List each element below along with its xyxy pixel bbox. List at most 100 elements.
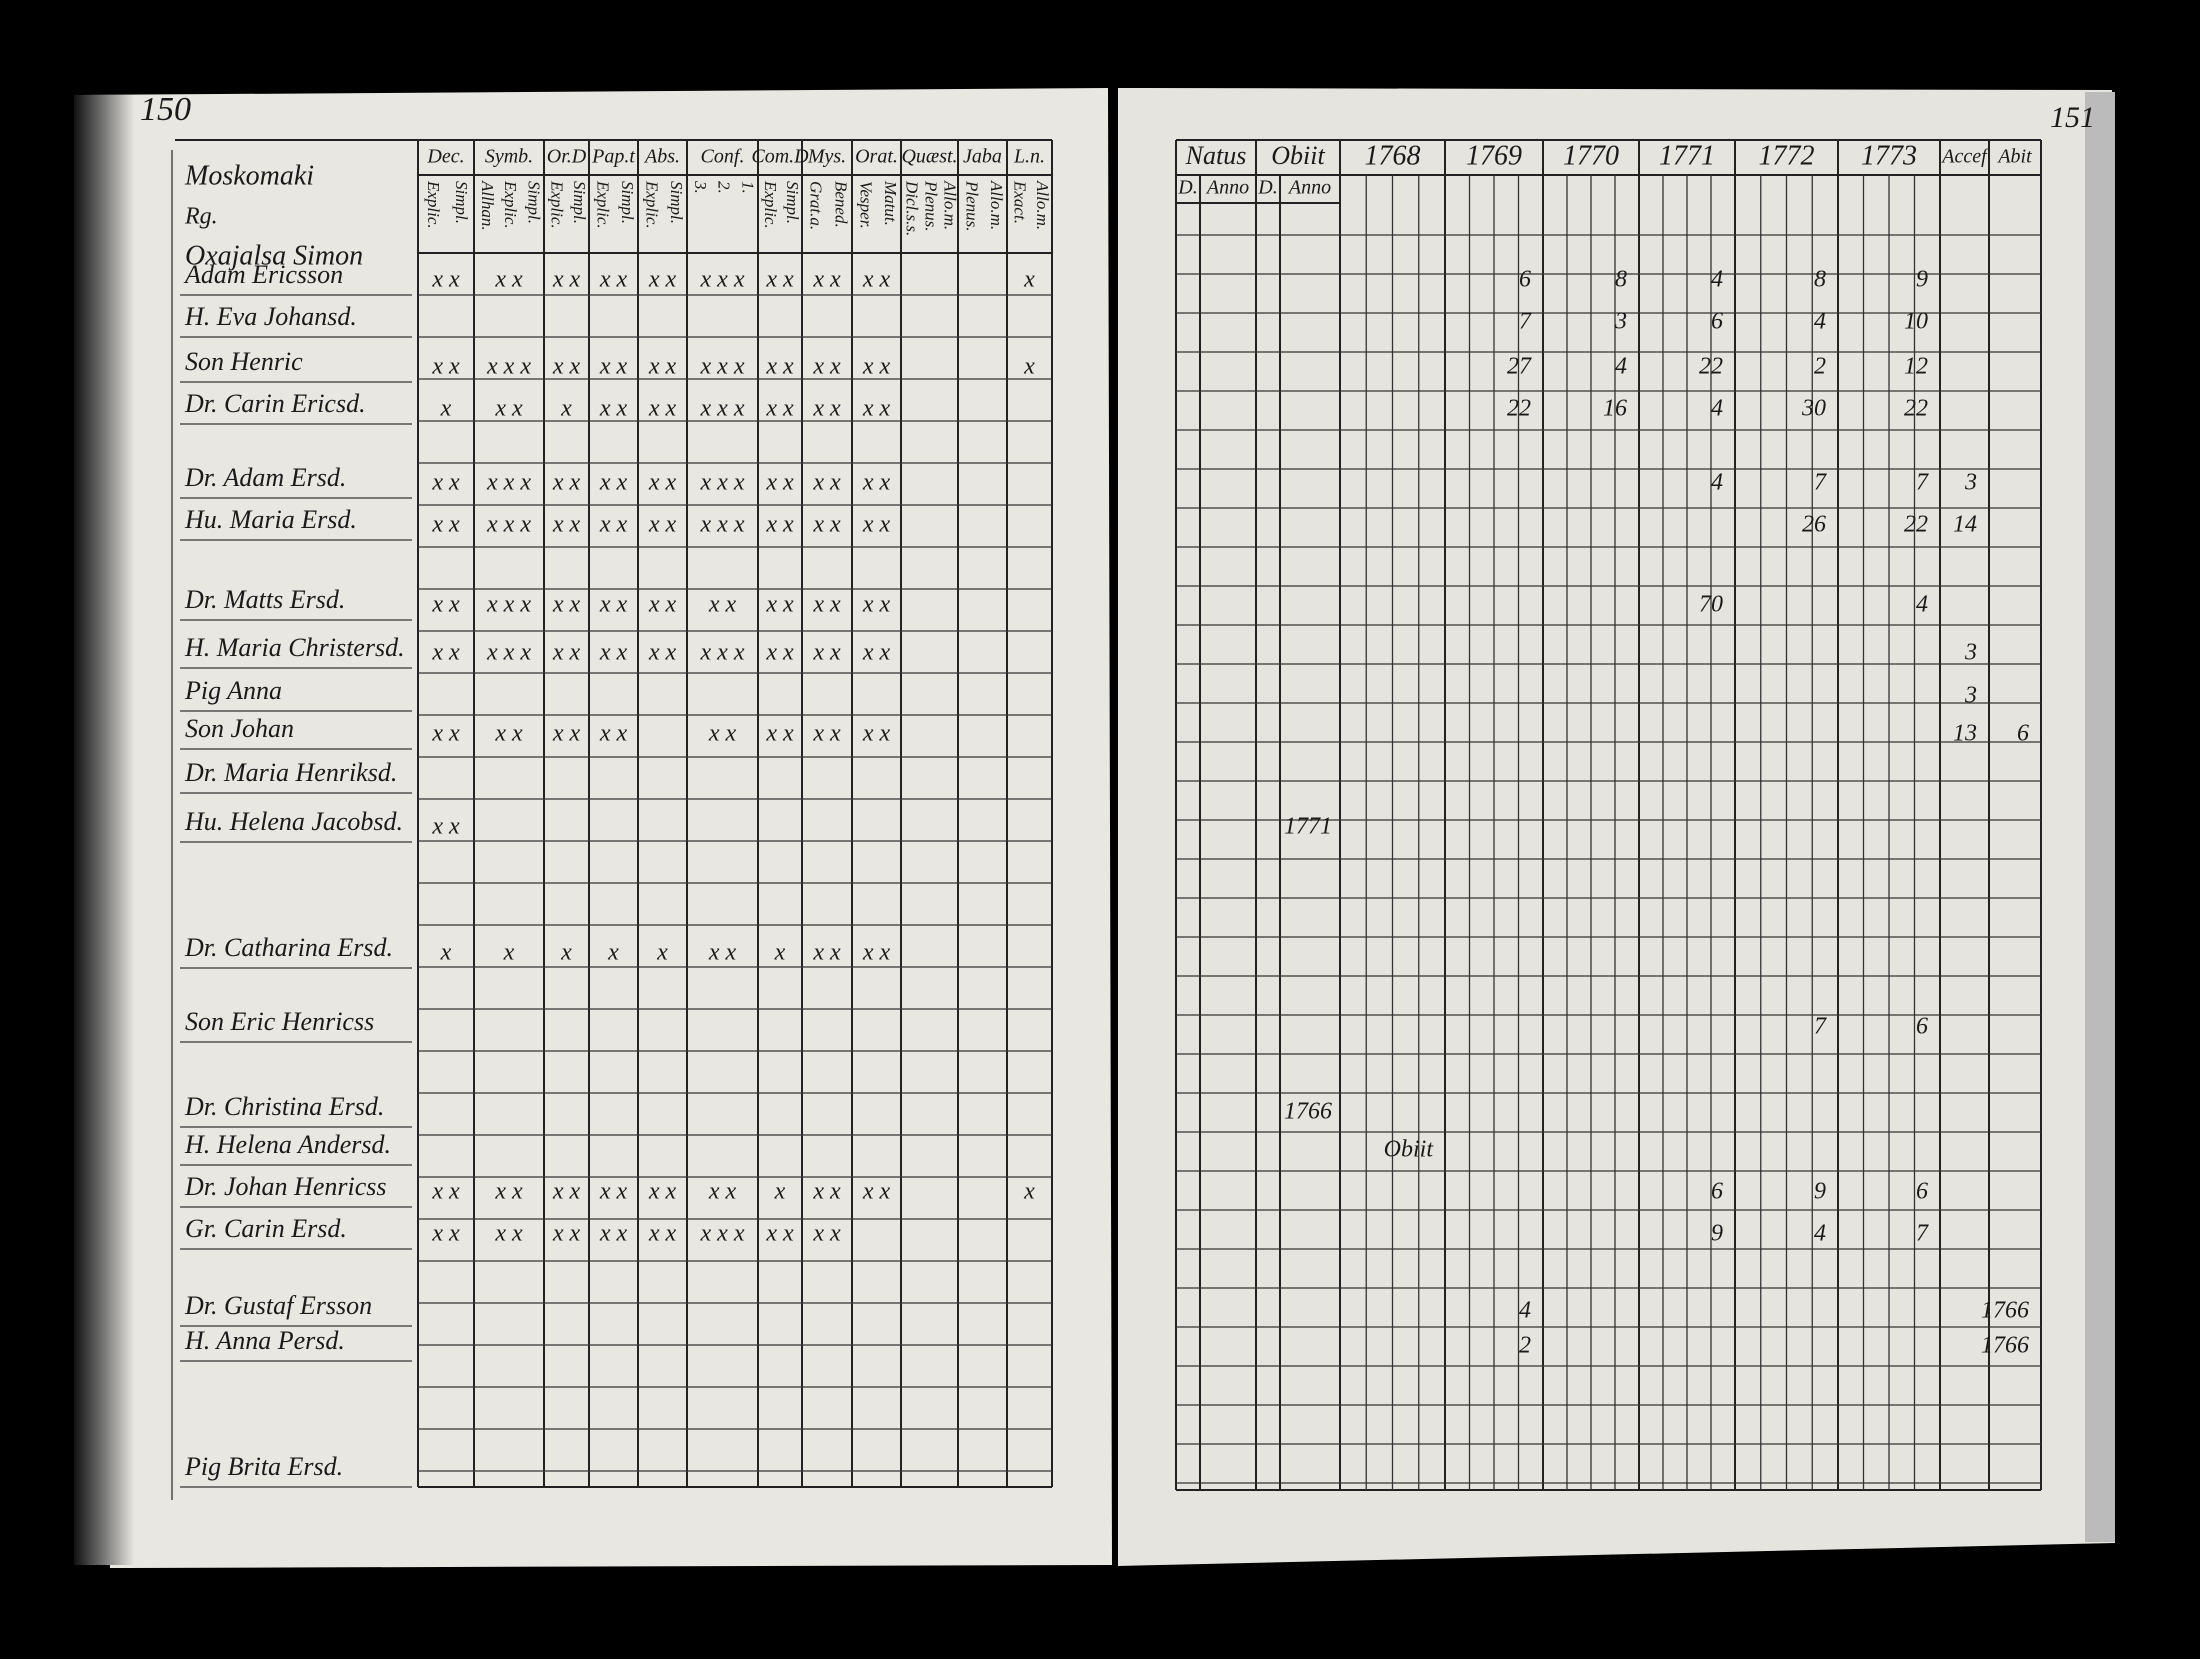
register-entry: 7 [1916,1221,1929,1247]
column-sublabel: Explic. [593,180,612,229]
catechism-mark: x x [812,721,841,747]
catechism-mark: x x [599,1221,628,1247]
column-sublabel: Matut. [881,180,900,226]
person-name: Dr. Adam Ersd. [184,463,346,492]
column-sublabel: D. [1177,177,1197,199]
person-name: Son Eric Henricss [185,1007,374,1036]
catechism-mark: x x [599,396,628,422]
catechism-mark: x x [494,396,523,422]
person-name: Son Johan [185,714,294,743]
column-sublabel: Allhan. [478,180,497,231]
person-name: Adam Ericsson [183,260,343,289]
catechism-mark: x x [708,721,737,747]
catechism-mark: x x [862,354,891,380]
column-label: Jaba [963,146,1002,168]
catechism-mark: x x [494,1221,523,1247]
catechism-mark: x [656,940,668,966]
catechism-mark: x x [494,1179,523,1205]
column-sublabel: Explic. [642,180,661,229]
register-entry: 3 [1964,683,1977,709]
register-entry: 4 [1711,470,1723,496]
catechism-mark: x x [648,640,677,666]
column-sublabel: Dicl.s.s. [903,180,922,236]
catechism-mark: x x [862,1179,891,1205]
catechism-mark: x x [765,592,794,618]
person-name: H. Eva Johansd. [184,302,357,331]
catechism-mark: x x [431,354,460,380]
catechism-mark: x x [862,512,891,538]
register-entry: 1771 [1284,814,1332,840]
column-sublabel: Grat.a. [807,181,826,230]
name-header: Moskomaki [184,160,314,191]
catechism-mark: x x [812,1221,841,1247]
person-name: H. Maria Christersd. [184,633,405,662]
column-label: 1769 [1466,140,1522,171]
column-label: 1773 [1861,140,1917,171]
left-page [80,88,1112,1568]
catechism-mark: x x x [700,1221,745,1247]
column-sublabel: Plenus. [922,180,941,232]
register-entry: 9 [1711,1221,1723,1247]
catechism-mark: x x [552,470,581,496]
column-label: Conf. [701,146,745,168]
catechism-mark: x x [862,267,891,293]
catechism-mark: x x [862,592,891,618]
register-entry: 4 [1615,354,1627,380]
name-header: Rg. [184,204,218,230]
catechism-mark: x x [765,396,794,422]
column-sublabel: Allo.m. [941,180,960,230]
catechism-mark: x x [765,1221,794,1247]
column-label: Abit [1996,146,2032,168]
catechism-mark: x x [648,354,677,380]
catechism-mark: x x [812,940,841,966]
catechism-mark: x x [431,1221,460,1247]
column-label: Quæst. [901,146,957,168]
catechism-mark: x x x [486,592,531,618]
catechism-mark: x [1023,354,1035,380]
catechism-mark: x x x [700,470,745,496]
catechism-mark: x x [765,512,794,538]
catechism-mark: x x [552,640,581,666]
column-label: 1771 [1659,140,1715,171]
catechism-mark: x x [812,1179,841,1205]
catechism-mark: x x x [486,470,531,496]
catechism-mark: x x x [700,267,745,293]
catechism-mark: x [1023,1179,1035,1205]
person-name: Dr. Maria Henriksd. [184,758,397,787]
register-entry: 3 [1964,640,1977,666]
column-sublabel: Anno [1287,177,1331,199]
catechism-mark: x x [812,640,841,666]
catechism-mark: x x [648,470,677,496]
catechism-mark: x [440,940,452,966]
catechism-mark: x x [599,470,628,496]
register-entry: 8 [1615,267,1627,293]
register-entry: 4 [1916,592,1928,618]
catechism-mark: x x [765,721,794,747]
register-entry: 70 [1699,592,1723,618]
right-page [1118,88,2115,1566]
catechism-mark: x [440,396,452,422]
column-label: Com.D [751,146,809,168]
catechism-mark: x x [862,940,891,966]
catechism-mark: x x [494,267,523,293]
register-entry: 27 [1507,354,1532,380]
person-name: Gr. Carin Ersd. [185,1214,347,1243]
register-entry: 16 [1603,396,1627,422]
catechism-mark: x x [765,640,794,666]
register-entry: 7 [1814,470,1827,496]
catechism-mark: x x [812,512,841,538]
catechism-mark: x [503,940,515,966]
register-entry: 1766 [1981,1298,2029,1324]
catechism-mark: x x [552,512,581,538]
column-sublabel: Exact. [1010,180,1029,224]
catechism-mark: x x x [486,354,531,380]
catechism-mark: x x [812,354,841,380]
catechism-mark: x x [431,640,460,666]
catechism-mark: x x [765,354,794,380]
person-name: Dr. Gustaf Ersson [184,1291,372,1320]
column-sublabel: D. [1257,177,1277,199]
register-entry: 9 [1814,1179,1826,1205]
catechism-mark: x [1023,267,1035,293]
catechism-mark: x [560,396,572,422]
